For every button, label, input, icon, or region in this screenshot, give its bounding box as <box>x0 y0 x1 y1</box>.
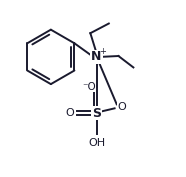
Text: S: S <box>92 107 101 120</box>
Text: O: O <box>65 108 74 118</box>
Text: OH: OH <box>88 138 105 148</box>
Text: +: + <box>99 47 106 56</box>
Text: N: N <box>91 50 102 63</box>
Text: O: O <box>118 102 126 112</box>
Text: ⁻O: ⁻O <box>82 82 96 92</box>
